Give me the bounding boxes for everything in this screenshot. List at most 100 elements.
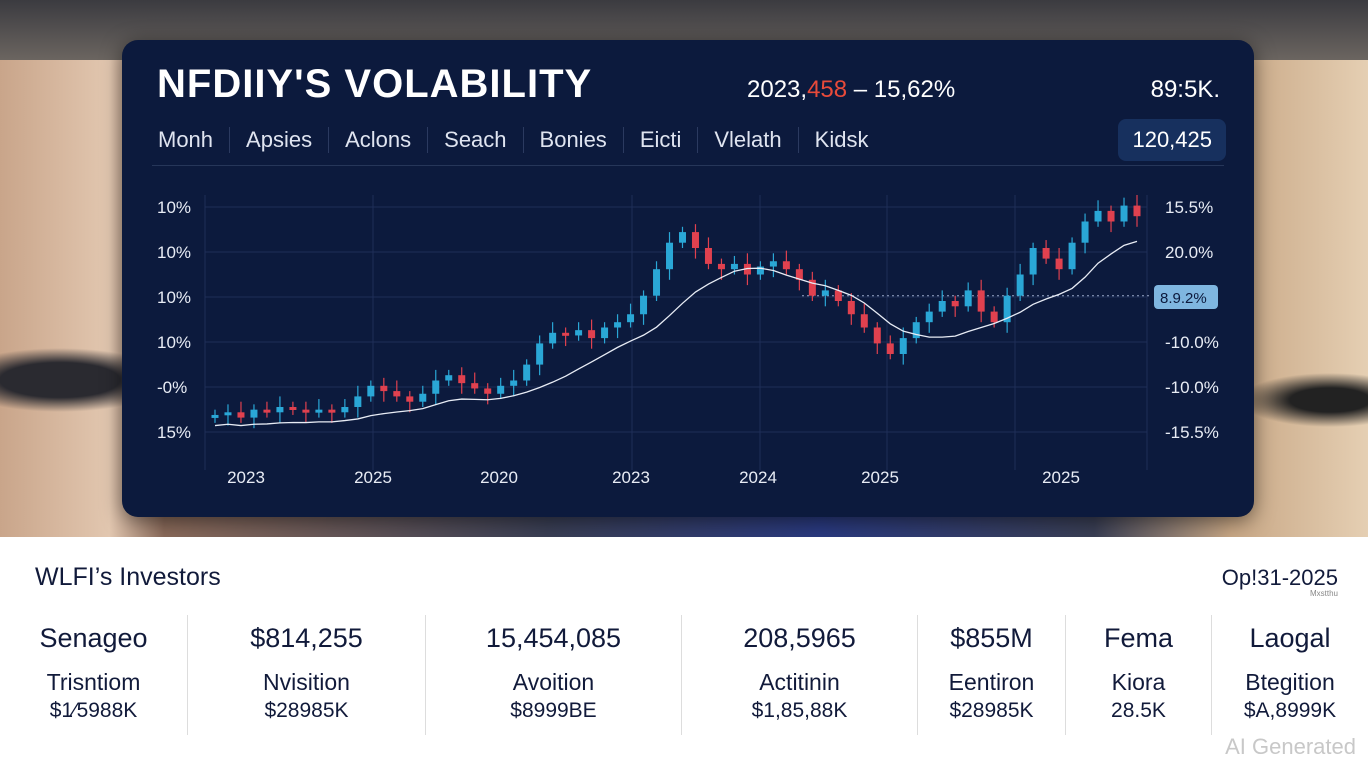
candle-down	[860, 314, 868, 328]
tab-6[interactable]: Vlelath	[698, 127, 799, 153]
investors-section: WLFI’s Investors Op!31-2025 Mxstthu Sena…	[0, 537, 1368, 768]
investor-column: 208,5965 Actitinin $1,85,88K	[682, 615, 918, 735]
candle-down	[328, 409, 336, 413]
stat-prefix: 2023,	[747, 76, 808, 103]
investor-amount: 28.5K	[1111, 699, 1166, 722]
divider	[152, 165, 1224, 166]
investor-column: Laogal Btegition $A,8999K	[1212, 615, 1368, 735]
y-left-tick: 15%	[157, 423, 191, 442]
y-right-tick: -10.0%	[1165, 333, 1219, 352]
candle-down	[1133, 205, 1141, 217]
candle-up	[821, 290, 829, 296]
candlestick-chart: 10% 15.5% 10% 20.0% 10% 8.9.2% 10% -10.0% -0% -10…	[157, 195, 1219, 487]
candle-up	[614, 322, 622, 328]
tab-bar: Monh Apsies Aclons Seach Bonies Eicti Vl…	[142, 122, 884, 158]
tab-2[interactable]: Aclons	[329, 127, 429, 153]
candle-down	[380, 385, 388, 392]
candle-down	[717, 263, 725, 270]
investors-date-sub: Mxstthu	[1309, 589, 1338, 598]
candle-up	[964, 290, 972, 307]
candle-up	[912, 322, 920, 339]
y-left-tick: 10%	[157, 243, 191, 262]
y-right-tick: -10.0%	[1165, 378, 1219, 397]
x-tick: 2023	[612, 468, 650, 487]
tab-0[interactable]: Monh	[142, 127, 231, 153]
y-left-tick: 10%	[157, 288, 191, 307]
candle-up	[250, 409, 258, 418]
candle-up	[419, 393, 427, 402]
candle-up	[925, 311, 933, 323]
candle-down	[808, 279, 816, 296]
chart-title: NFDIIY'S VOLABILITY	[157, 62, 593, 106]
candle-down	[691, 232, 699, 248]
y-left-tick: 10%	[157, 333, 191, 352]
candle-down	[795, 269, 803, 280]
investor-amount: $1,85,88K	[751, 699, 848, 722]
stat-suffix: – 15,62%	[853, 76, 956, 103]
chart-panel: NFDIIY'S VOLABILITY 2023,458 – 15,62% 89…	[122, 40, 1254, 517]
value-button[interactable]: 120,425	[1118, 119, 1226, 161]
candle-up	[536, 343, 544, 365]
tab-7[interactable]: Kidsk	[814, 127, 869, 152]
candle-down	[302, 409, 310, 413]
investor-column: $855M Eentiron $28985K	[918, 615, 1066, 735]
candle-down	[458, 375, 466, 384]
investors-title: WLFI’s Investors	[35, 563, 221, 591]
candle-up	[756, 266, 764, 275]
investor-label: Trisntiom	[46, 669, 141, 695]
investor-top-value: 208,5965	[743, 623, 856, 653]
header-stat: 2023,458 – 15,62%	[747, 76, 955, 104]
x-tick: 2020	[480, 468, 518, 487]
candle-up	[445, 375, 453, 381]
candle-up	[549, 332, 557, 344]
investor-label: Nvisition	[263, 669, 350, 695]
candle-up	[432, 380, 440, 394]
candle-up	[510, 380, 518, 386]
candle-down	[704, 248, 712, 264]
candle-up	[1016, 274, 1024, 296]
y-right-tick: 8.9.2%	[1160, 290, 1207, 307]
candle-up	[367, 385, 375, 397]
candle-up	[938, 301, 946, 312]
x-tick: 2023	[227, 468, 265, 487]
x-tick: 2025	[1042, 468, 1080, 487]
candle-down	[834, 290, 842, 301]
candle-down	[393, 391, 401, 397]
tab-4[interactable]: Bonies	[524, 127, 624, 153]
candle-up	[1003, 295, 1011, 323]
watermark: AI Generated	[1225, 734, 1356, 759]
y-right-tick: 20.0%	[1165, 243, 1213, 262]
candle-up	[730, 263, 738, 270]
candle-up	[601, 327, 609, 339]
candle-down	[886, 343, 894, 354]
candle-up	[627, 314, 635, 323]
candle-up	[653, 269, 661, 296]
header-stat-right: 89:5K.	[1150, 76, 1220, 103]
candle-down	[977, 290, 985, 312]
y-left-tick: 10%	[157, 198, 191, 217]
investor-label: Eentiron	[948, 669, 1035, 695]
tab-5[interactable]: Eicti	[624, 127, 699, 153]
candle-up	[354, 396, 362, 407]
investor-amount: $8999BE	[510, 699, 597, 722]
x-tick: 2024	[739, 468, 777, 487]
candle-down	[406, 396, 414, 402]
tab-3[interactable]: Seach	[428, 127, 524, 153]
candle-down	[289, 407, 297, 410]
tab-1[interactable]: Apsies	[230, 127, 330, 153]
y-left-tick: -0%	[157, 378, 187, 397]
investor-top-value: $814,255	[250, 623, 363, 653]
candle-up	[1081, 221, 1089, 243]
candle-down	[782, 261, 790, 270]
candle-down	[562, 332, 570, 336]
stat-red: 458	[807, 76, 848, 103]
highlight-tick-bg	[1154, 285, 1218, 309]
investor-label: Kiora	[1111, 669, 1166, 695]
investor-amount: $A,8999K	[1243, 699, 1337, 722]
candle-up	[1120, 205, 1128, 222]
candle-up	[769, 261, 777, 267]
investors-date: Op!31-2025	[1221, 565, 1338, 590]
y-right-tick: -15.5%	[1165, 423, 1219, 442]
investor-column: Senageo Trisntiom $1⁄5988K	[0, 615, 188, 735]
y-right-tick: 15.5%	[1165, 198, 1213, 217]
